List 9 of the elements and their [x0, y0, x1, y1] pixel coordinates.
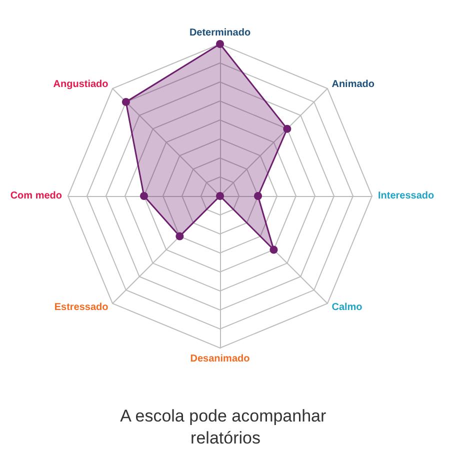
spoke-label: Animado — [332, 78, 375, 90]
spoke-label: Interessado — [378, 190, 434, 202]
spoke-label: Estressado — [54, 302, 108, 314]
text: A escola pode acompanhar relatórios — [120, 406, 331, 448]
spoke-label: Desanimado — [190, 354, 250, 364]
spoke-label: Calmo — [332, 302, 362, 314]
spoke-label: Determinado — [189, 28, 251, 38]
spoke-label: Com medo — [10, 190, 62, 202]
spoke-label: Angustiado — [53, 78, 108, 90]
